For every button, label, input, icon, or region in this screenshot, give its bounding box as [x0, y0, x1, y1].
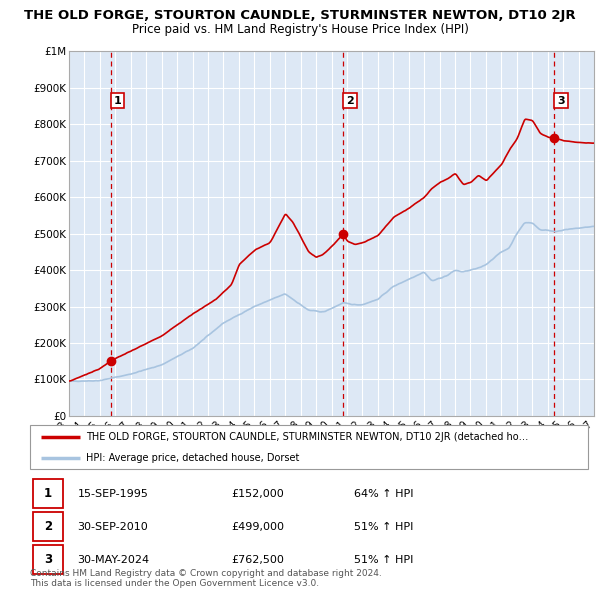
Text: £762,500: £762,500 — [231, 555, 284, 565]
Text: Price paid vs. HM Land Registry's House Price Index (HPI): Price paid vs. HM Land Registry's House … — [131, 23, 469, 36]
Text: £152,000: £152,000 — [231, 489, 284, 499]
Text: 30-SEP-2010: 30-SEP-2010 — [77, 522, 148, 532]
Text: HPI: Average price, detached house, Dorset: HPI: Average price, detached house, Dors… — [86, 453, 299, 463]
Text: 64% ↑ HPI: 64% ↑ HPI — [353, 489, 413, 499]
Text: 3: 3 — [557, 96, 565, 106]
Text: £499,000: £499,000 — [231, 522, 284, 532]
Text: 2: 2 — [44, 520, 52, 533]
Text: 1: 1 — [114, 96, 122, 106]
FancyBboxPatch shape — [30, 425, 588, 469]
FancyBboxPatch shape — [33, 479, 64, 508]
Text: 2: 2 — [346, 96, 354, 106]
Text: THE OLD FORGE, STOURTON CAUNDLE, STURMINSTER NEWTON, DT10 2JR (detached ho…: THE OLD FORGE, STOURTON CAUNDLE, STURMIN… — [86, 432, 528, 442]
FancyBboxPatch shape — [33, 545, 64, 574]
Text: Contains HM Land Registry data © Crown copyright and database right 2024.
This d: Contains HM Land Registry data © Crown c… — [30, 569, 382, 588]
Text: 51% ↑ HPI: 51% ↑ HPI — [353, 555, 413, 565]
Text: 1: 1 — [44, 487, 52, 500]
FancyBboxPatch shape — [33, 512, 64, 541]
Text: 51% ↑ HPI: 51% ↑ HPI — [353, 522, 413, 532]
Text: 15-SEP-1995: 15-SEP-1995 — [77, 489, 148, 499]
Text: 3: 3 — [44, 553, 52, 566]
Text: 30-MAY-2024: 30-MAY-2024 — [77, 555, 149, 565]
Text: THE OLD FORGE, STOURTON CAUNDLE, STURMINSTER NEWTON, DT10 2JR: THE OLD FORGE, STOURTON CAUNDLE, STURMIN… — [24, 9, 576, 22]
